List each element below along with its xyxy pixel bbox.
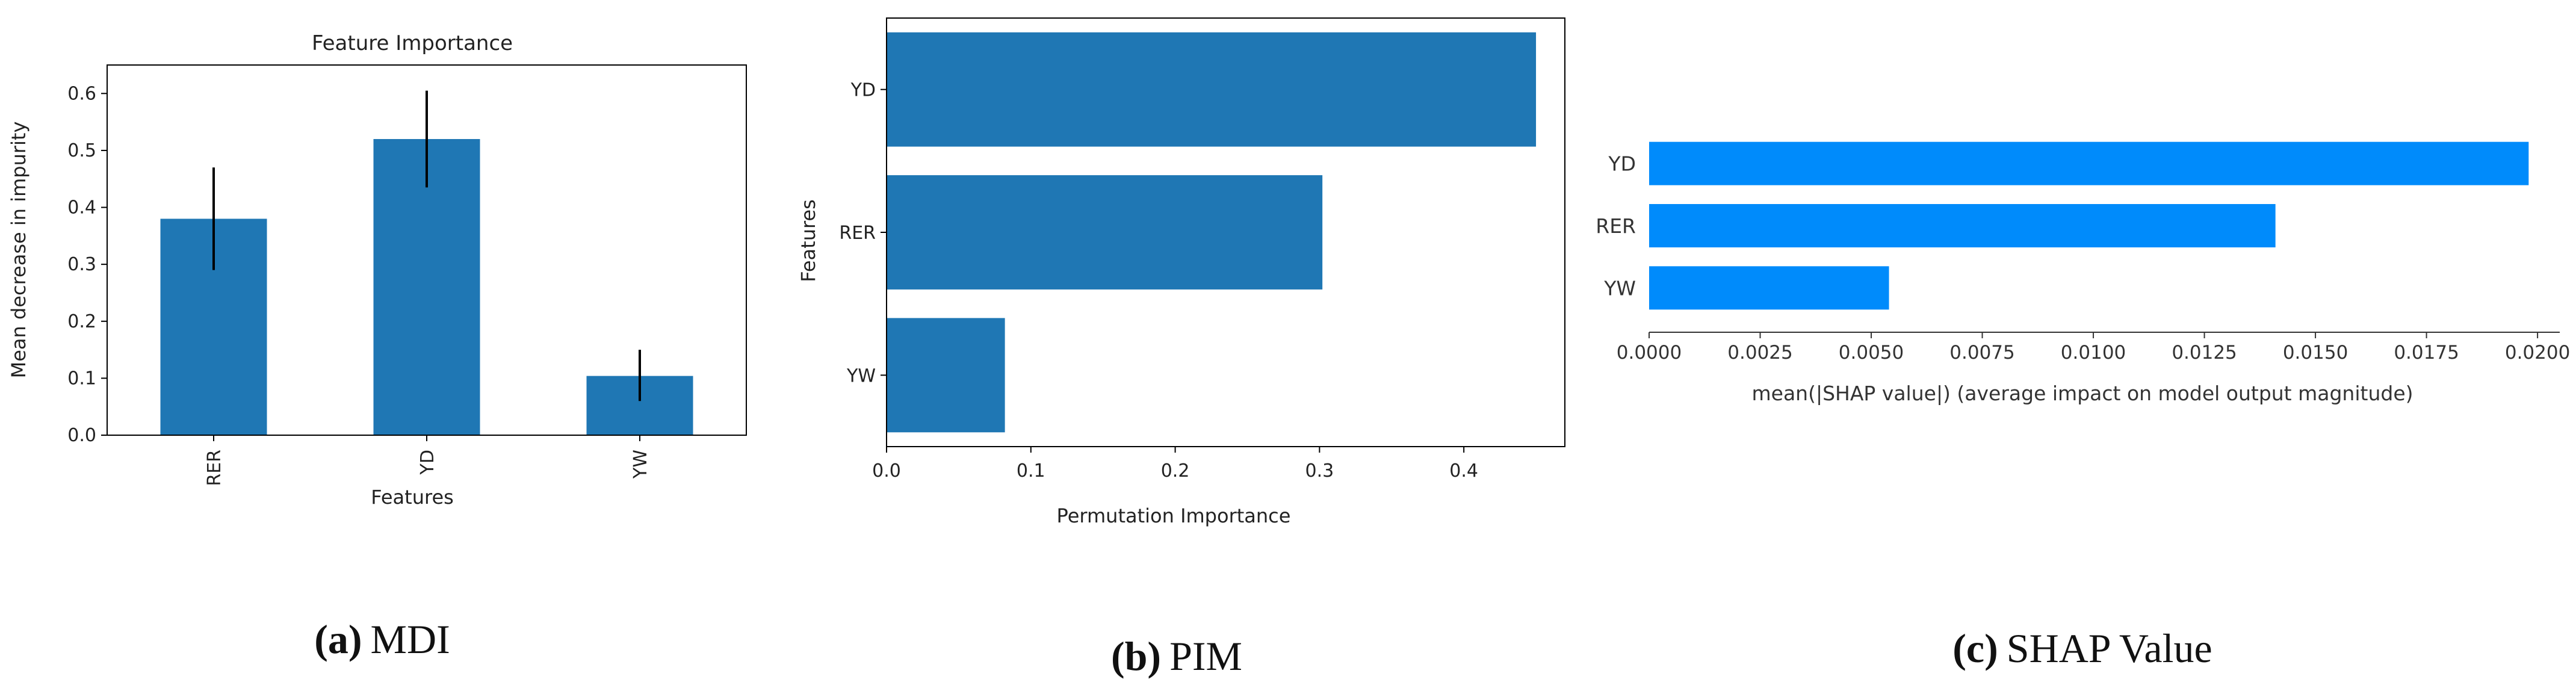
chart-a-title: Feature Importance — [312, 31, 513, 55]
chart-b-ytick-label-yw: YW — [846, 365, 876, 386]
chart-a-ytick-label: 0.2 — [67, 311, 96, 332]
caption-c-text: SHAP Value — [2007, 625, 2212, 671]
chart-c-bars — [1649, 141, 2529, 310]
chart-c-ytick-label-yw: YW — [1603, 276, 1636, 300]
chart-b-ytick-label-rer: RER — [839, 223, 876, 244]
chart-a-ytick-label: 0.1 — [67, 368, 96, 389]
chart-c-y-ticks: YD RER YW — [1596, 152, 1636, 300]
chart-b-xtick-label: 0.2 — [1161, 460, 1190, 482]
chart-c-bar-rer — [1649, 204, 2276, 247]
chart-a-ytick-label: 0.5 — [67, 140, 96, 161]
chart-c-bar-yw — [1649, 266, 1889, 310]
chart-c-xtick-label: 0.0000 — [1617, 342, 1682, 364]
chart-b-bar-yd — [887, 32, 1537, 147]
caption-b-letter: (b) — [1111, 633, 1161, 679]
chart-c-ytick-label-yd: YD — [1608, 152, 1636, 176]
chart-b-y-ticks: YD RER YW — [839, 80, 887, 386]
chart-a-bars — [160, 90, 693, 435]
chart-a-xlabel: Features — [371, 486, 454, 509]
chart-a-ylabel: Mean decrease in impurity — [7, 122, 30, 379]
chart-a-xtick-label-yw: YW — [630, 450, 651, 479]
chart-c-xtick-label: 0.0200 — [2505, 342, 2570, 364]
panel-a-mdi-chart: Feature Importance 0.0 0.1 0.2 0.3 0.4 0.5 0.6… — [7, 31, 747, 662]
chart-c-xtick-label: 0.0075 — [1949, 342, 2014, 364]
chart-b-xtick-label: 0.4 — [1449, 460, 1478, 482]
caption-b-text: PIM — [1169, 633, 1242, 679]
chart-b-xtick-label: 0.3 — [1305, 460, 1334, 482]
chart-a-ytick-label: 0.0 — [67, 425, 96, 446]
chart-a-y-ticks: 0.0 0.1 0.2 0.3 0.4 0.5 0.6 — [67, 83, 107, 446]
caption-b: (b) PIM — [1111, 633, 1242, 679]
caption-c: (c) SHAP Value — [1952, 625, 2212, 671]
chart-b-ytick-label-yd: YD — [850, 80, 876, 101]
chart-c-xtick-label: 0.0025 — [1727, 342, 1792, 364]
chart-b-bar-yw — [887, 318, 1005, 433]
chart-b-bar-rer — [887, 175, 1323, 290]
chart-c-xtick-label: 0.0100 — [2061, 342, 2126, 364]
chart-a-ytick-label: 0.6 — [67, 83, 96, 104]
caption-a-text: MDI — [371, 616, 450, 662]
chart-c-xlabel: mean(|SHAP value|) (average impact on mo… — [1752, 382, 2413, 405]
chart-c-bar-yd — [1649, 141, 2529, 185]
chart-b-x-ticks: 0.0 0.1 0.2 0.3 0.4 — [872, 447, 1478, 482]
chart-b-bars — [887, 32, 1537, 433]
caption-a: (a) MDI — [314, 616, 450, 662]
chart-a-bar-yd — [373, 139, 480, 435]
chart-b-ylabel: Features — [797, 199, 820, 282]
caption-c-letter: (c) — [1952, 625, 1998, 671]
chart-c-ytick-label-rer: RER — [1596, 214, 1636, 238]
panel-b-pim-chart: YD RER YW 0.0 0.1 0.2 0.3 0.4 Permutation Impo… — [797, 17, 1565, 679]
chart-c-x-ticks: 0.0000 0.0025 0.0050 0.0075 0.0100 0.0125 0.01… — [1617, 332, 2570, 364]
chart-a-ytick-label: 0.3 — [67, 254, 96, 275]
chart-c-xtick-label: 0.0150 — [2283, 342, 2348, 364]
chart-a-xtick-label-yd: YD — [417, 450, 438, 475]
chart-c-xtick-label: 0.0125 — [2172, 342, 2237, 364]
chart-c-xtick-label: 0.0050 — [1839, 342, 1904, 364]
chart-a-x-ticks: RER YD YW — [204, 435, 651, 486]
chart-b-xlabel: Permutation Importance — [1057, 504, 1291, 527]
chart-b-xtick-label: 0.1 — [1017, 460, 1045, 482]
caption-a-letter: (a) — [314, 616, 362, 662]
chart-a-ytick-label: 0.4 — [67, 197, 96, 218]
chart-b-xtick-label: 0.0 — [872, 460, 901, 482]
chart-a-xtick-label-rer: RER — [204, 450, 225, 486]
chart-c-xtick-label: 0.0175 — [2394, 342, 2459, 364]
